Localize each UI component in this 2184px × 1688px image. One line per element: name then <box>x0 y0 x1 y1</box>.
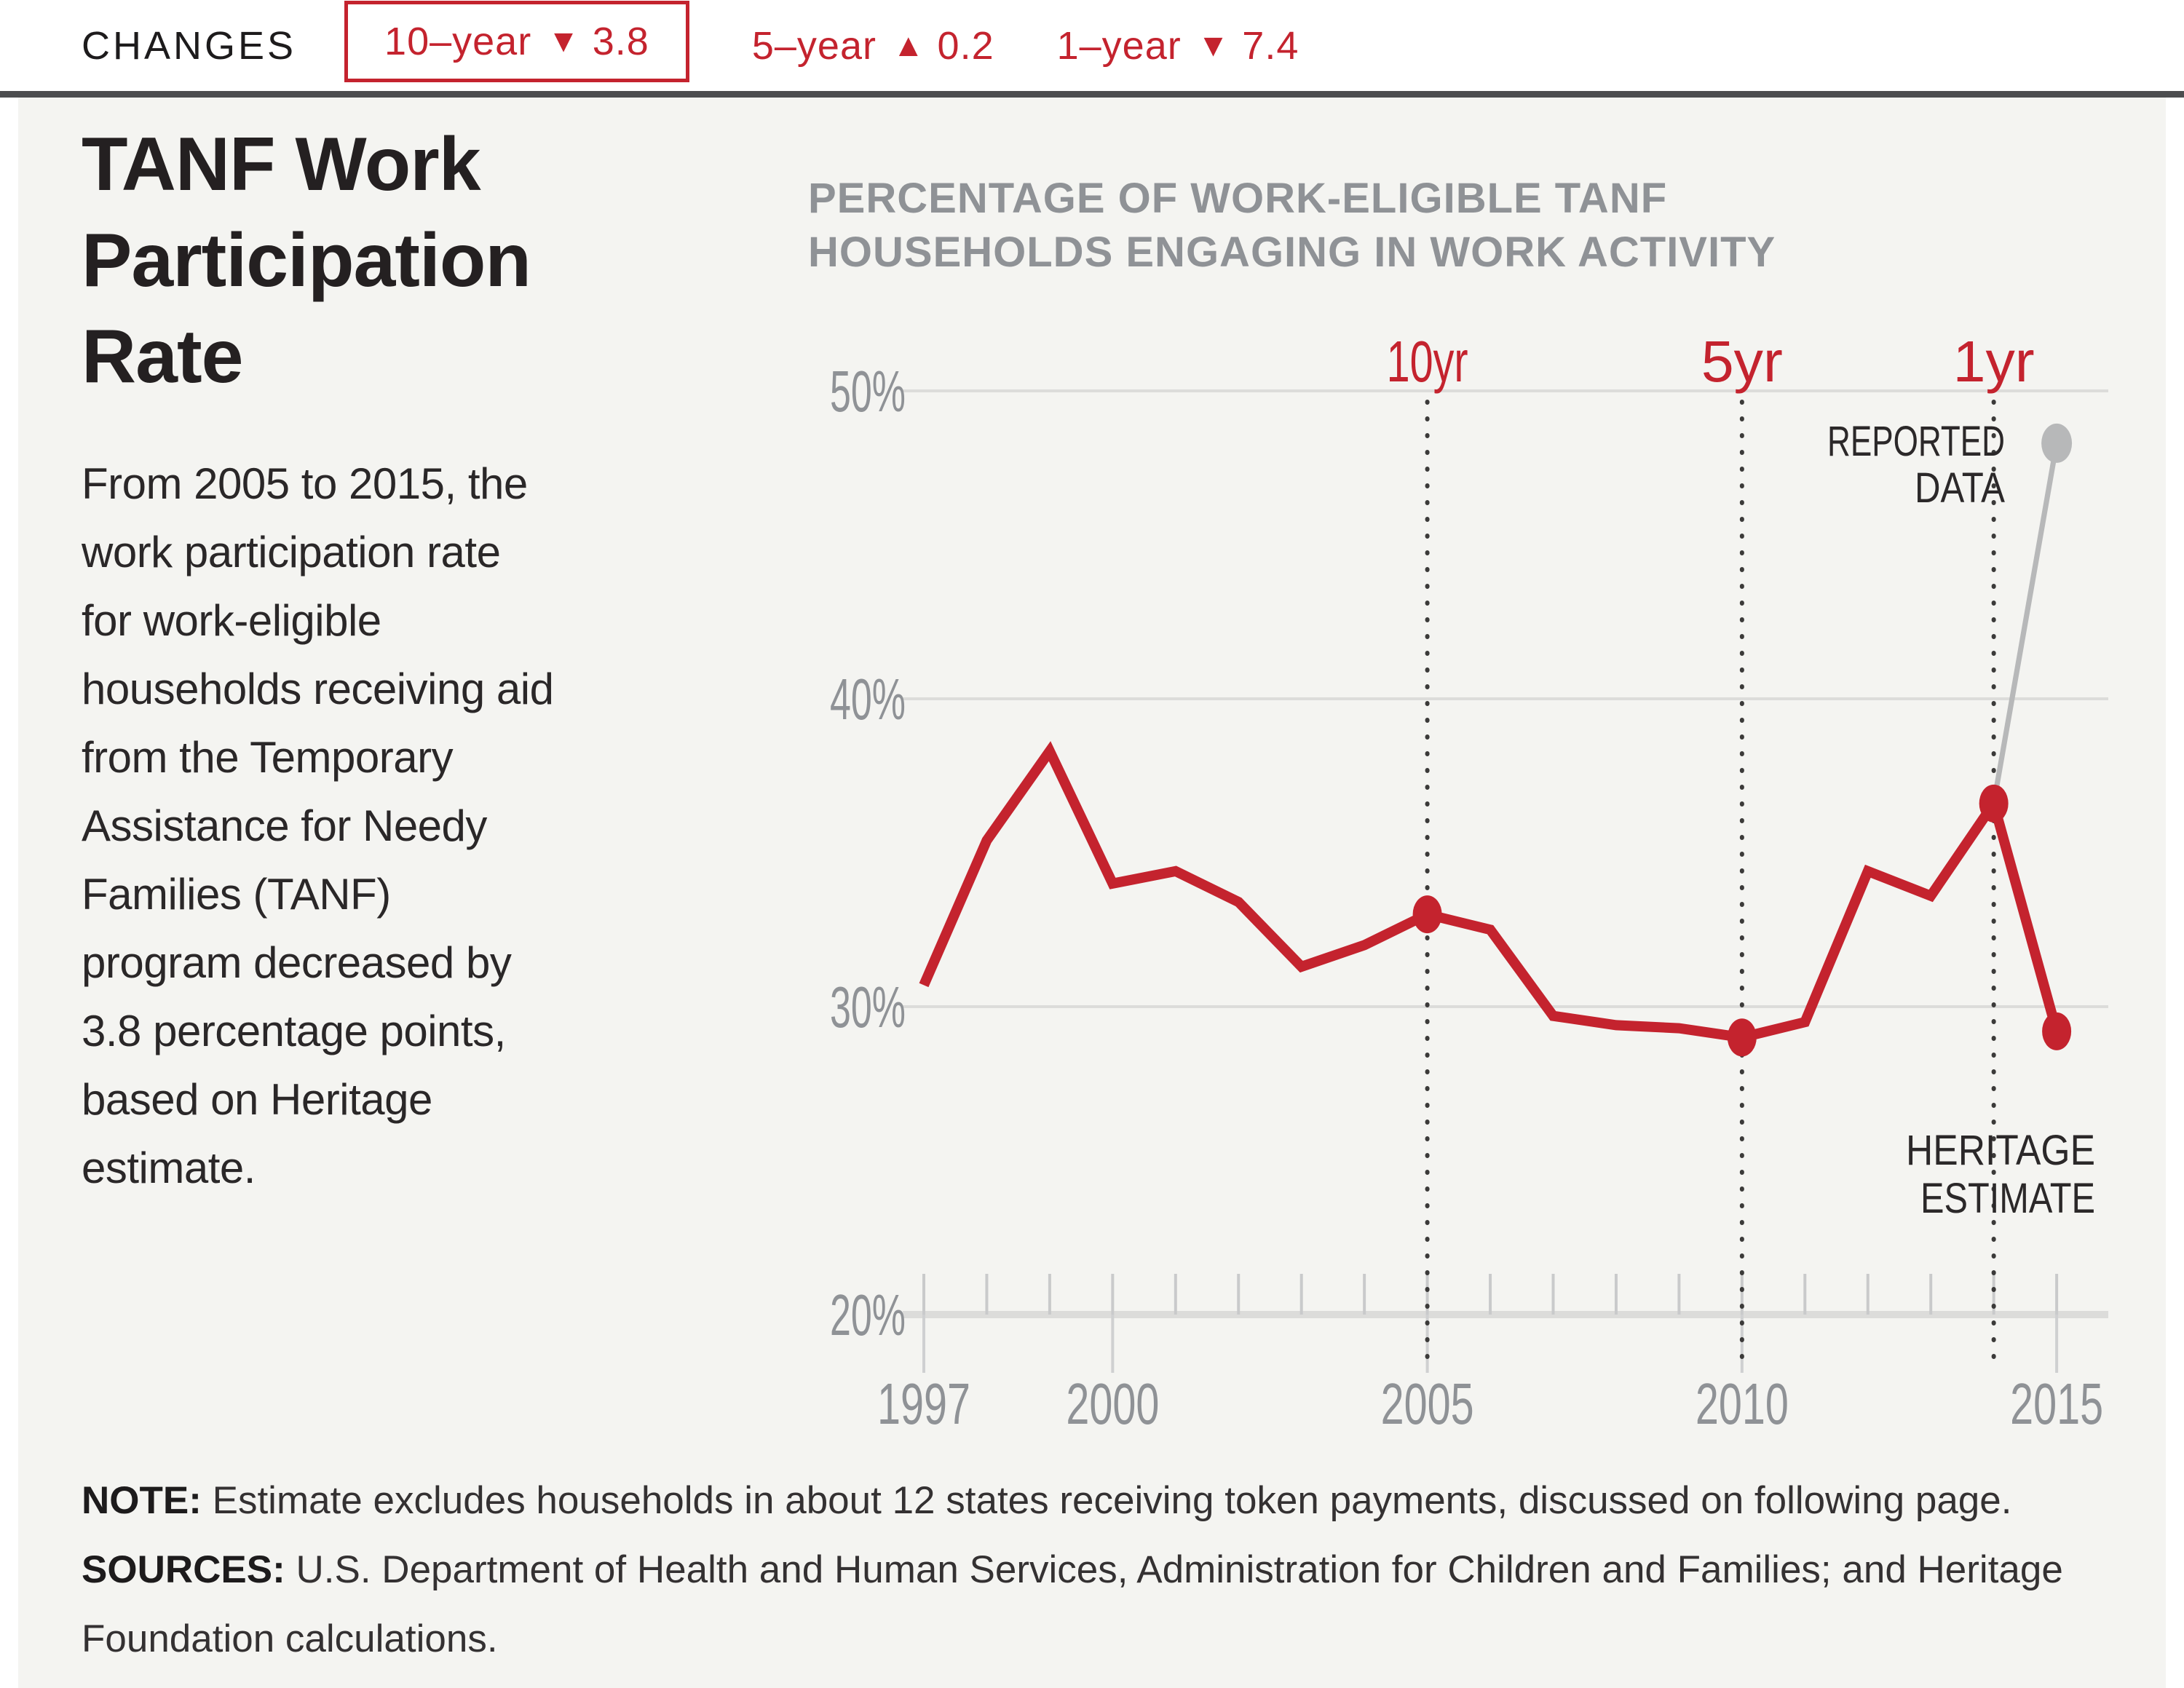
data-dot-2005 <box>1412 895 1442 934</box>
chart-area: PERCENTAGE OF WORK-ELIGIBLE TANF HOUSEHO… <box>808 172 2133 1470</box>
divider-rule <box>0 91 2184 98</box>
change-value: 7.4 <box>1242 23 1299 68</box>
data-dot-2010 <box>1727 1018 1757 1057</box>
y-axis-label-20%: 20% <box>830 1283 906 1347</box>
chart-headline: PERCENTAGE OF WORK-ELIGIBLE TANF HOUSEHO… <box>808 172 2133 280</box>
change-item-10-year: 10–year ▼ 3.8 <box>344 1 689 82</box>
marker-label-10yr: 10yr <box>1387 329 1468 394</box>
chart-headline-line1: PERCENTAGE OF WORK-ELIGIBLE TANF <box>808 175 1668 222</box>
y-axis-label-30%: 30% <box>830 975 906 1039</box>
note-text: Estimate excludes households in about 12… <box>212 1479 2012 1522</box>
x-axis-label-2010: 2010 <box>1696 1371 1789 1436</box>
sources-line: SOURCES: U.S. Department of Health and H… <box>82 1535 2134 1673</box>
change-period-label: 10–year <box>384 20 532 63</box>
page-description: From 2005 to 2015, the work participatio… <box>82 459 554 1192</box>
x-axis-label-1997: 1997 <box>877 1371 970 1436</box>
sources-label: SOURCES: <box>82 1548 285 1591</box>
line-chart: 10yr 5yr 1yr 50% 40% 30% 20% 1997 2000 2005 2010 20… <box>830 329 2108 1436</box>
chart-headline-line2: HOUSEHOLDS ENGAGING IN WORK ACTIVITY <box>808 229 1776 276</box>
changes-label: CHANGES <box>82 23 297 68</box>
change-period-label: 1–year <box>1056 23 1182 68</box>
triangle-up-icon: ▲ <box>892 27 925 63</box>
change-item-1-year: 1–year ▼ 7.4 <box>1057 23 1299 68</box>
change-value: 0.2 <box>937 23 994 68</box>
data-dot-2015 <box>2042 1012 2072 1050</box>
x-axis-label-2015: 2015 <box>2010 1371 2103 1436</box>
sidebar: TANF Work Participation Rate From 2005 t… <box>82 116 591 1202</box>
page-title: TANF Work Participation Rate <box>82 122 531 399</box>
x-axis-label-2005: 2005 <box>1381 1371 1474 1436</box>
note-line: NOTE: Estimate excludes households in ab… <box>82 1466 2134 1535</box>
note-label: NOTE: <box>82 1479 202 1522</box>
triangle-down-icon: ▼ <box>547 23 579 59</box>
changes-items: 10–year ▼ 3.8 5–year ▲ 0.2 1–year ▼ 7.4 <box>344 0 1361 91</box>
series-line-heritage <box>919 741 2062 1043</box>
annotation-reported-line2: DATA <box>1915 464 2005 512</box>
change-value: 3.8 <box>592 20 649 63</box>
sources-text: U.S. Department of Health and Human Serv… <box>82 1548 2063 1660</box>
annotation-heritage-line1: HERITAGE <box>1906 1127 2095 1174</box>
annotation-reported-line1: REPORTED <box>1827 418 2005 465</box>
x-axis-label-2000: 2000 <box>1066 1371 1159 1436</box>
content-panel: TANF Work Participation Rate From 2005 t… <box>18 98 2166 1688</box>
changes-bar: CHANGES 10–year ▼ 3.8 5–year ▲ 0.2 1–year ▼ 7.4 <box>0 0 2184 91</box>
marker-label-1yr: 1yr <box>1953 329 2035 394</box>
series-line-reported <box>1991 443 2060 804</box>
data-dot-2014 <box>1979 784 2009 823</box>
y-axis-label-40%: 40% <box>830 667 906 732</box>
change-item-5-year: 5–year ▲ 0.2 <box>752 23 994 68</box>
annotation-heritage-line2: ESTIMATE <box>1920 1175 2095 1222</box>
footer-notes: NOTE: Estimate excludes households in ab… <box>82 1466 2134 1673</box>
y-axis-label-50%: 50% <box>830 359 906 424</box>
change-period-label: 5–year <box>751 23 877 68</box>
marker-label-5yr: 5yr <box>1701 329 1783 394</box>
triangle-down-icon: ▼ <box>1197 27 1230 63</box>
data-dot-reported-2015 <box>2041 423 2073 463</box>
